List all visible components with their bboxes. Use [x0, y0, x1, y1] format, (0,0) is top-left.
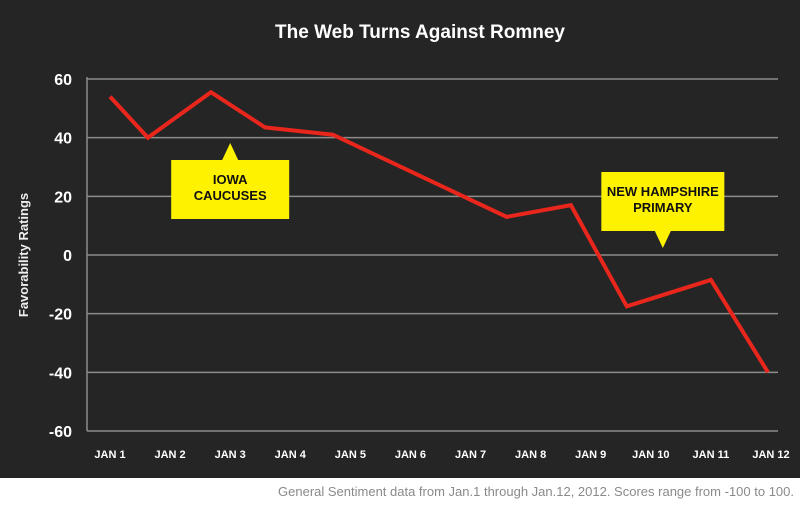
x-tick-label: JAN 7	[455, 449, 486, 461]
y-tick-label: 0	[63, 248, 72, 265]
y-tick-label: 40	[54, 131, 72, 148]
callout-box	[171, 160, 290, 219]
y-tick-label: -40	[49, 365, 72, 382]
callout-text: NEW HAMPSHIRE	[607, 184, 719, 199]
y-tick-label: 20	[54, 189, 72, 206]
x-tick-label: JAN 1	[94, 449, 125, 461]
line-chart: The Web Turns Against Romney Favorabilit…	[16, 22, 790, 461]
x-tick-label: JAN 11	[693, 449, 730, 461]
callout-text: IOWA	[213, 172, 248, 187]
x-tick-label: JAN 9	[575, 449, 606, 461]
x-tick-label: JAN 6	[395, 449, 426, 461]
callout-pointer	[222, 143, 239, 160]
y-axis-label: Favorability Ratings	[16, 193, 31, 317]
x-tick-label: JAN 3	[215, 449, 246, 461]
x-tick-label: JAN 12	[752, 449, 789, 461]
y-tick-label: -20	[49, 307, 72, 324]
callout-text: PRIMARY	[633, 200, 693, 215]
chart-footer-note: General Sentiment data from Jan.1 throug…	[278, 484, 794, 499]
chart-area: The Web Turns Against Romney Favorabilit…	[0, 0, 800, 478]
y-tick-label: 60	[54, 72, 72, 89]
x-tick-label: JAN 10	[632, 449, 669, 461]
y-tick-label: -60	[49, 424, 72, 441]
callout-pointer	[654, 231, 671, 248]
x-tick-label: JAN 8	[515, 449, 546, 461]
chart-title: The Web Turns Against Romney	[275, 22, 565, 43]
callout-box	[601, 172, 725, 231]
callout-text: CAUCUSES	[194, 188, 267, 203]
x-tick-label: JAN 5	[335, 449, 366, 461]
series-line	[108, 89, 770, 374]
x-tick-label: JAN 2	[154, 449, 185, 461]
x-tick-label: JAN 4	[275, 449, 307, 461]
